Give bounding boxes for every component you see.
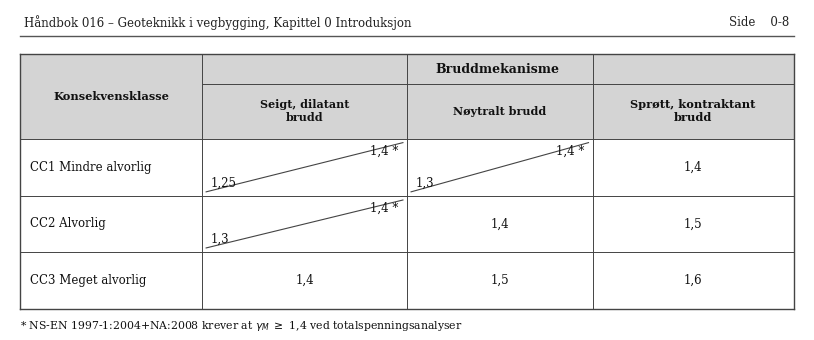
Text: 1,4: 1,4 bbox=[491, 218, 509, 231]
Text: Sprøtt, kontraktant
brudd: Sprøtt, kontraktant brudd bbox=[630, 99, 756, 123]
Text: 1,4 *: 1,4 * bbox=[370, 202, 399, 215]
Text: 1,4: 1,4 bbox=[684, 161, 702, 174]
Text: 1,5: 1,5 bbox=[684, 218, 702, 231]
Text: CC2 Alvorlig: CC2 Alvorlig bbox=[30, 218, 106, 231]
Text: 1,4: 1,4 bbox=[295, 274, 314, 287]
Text: Seigt, dilatant
brudd: Seigt, dilatant brudd bbox=[260, 99, 349, 123]
Text: 1,6: 1,6 bbox=[684, 274, 702, 287]
Text: Side    0-8: Side 0-8 bbox=[729, 16, 790, 29]
Text: 1,25: 1,25 bbox=[210, 177, 236, 190]
Text: * NS-EN 1997-1:2004+NA:2008 krever at $\gamma_M$ $\geq$ 1,4 ved totalspenningsan: * NS-EN 1997-1:2004+NA:2008 krever at $\… bbox=[20, 319, 463, 333]
Text: Bruddmekanisme: Bruddmekanisme bbox=[435, 63, 560, 75]
Text: 1,3: 1,3 bbox=[210, 233, 229, 246]
Text: 1,5: 1,5 bbox=[491, 274, 509, 287]
Text: Konsekvensklasse: Konsekvensklasse bbox=[53, 91, 169, 102]
Text: 1,4 *: 1,4 * bbox=[370, 145, 399, 158]
Text: CC3 Meget alvorlig: CC3 Meget alvorlig bbox=[30, 274, 147, 287]
Text: CC1 Mindre alvorlig: CC1 Mindre alvorlig bbox=[30, 161, 151, 174]
Text: Håndbok 016 – Geoteknikk i vegbygging, Kapittel 0 Introduksjon: Håndbok 016 – Geoteknikk i vegbygging, K… bbox=[24, 15, 412, 30]
Text: 1,4 *: 1,4 * bbox=[556, 145, 584, 158]
Text: Nøytralt brudd: Nøytralt brudd bbox=[453, 106, 546, 117]
Text: 1,3: 1,3 bbox=[415, 177, 434, 190]
